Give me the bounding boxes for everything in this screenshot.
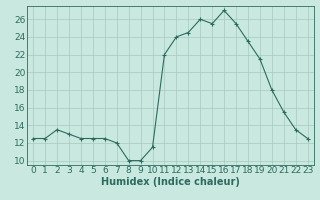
X-axis label: Humidex (Indice chaleur): Humidex (Indice chaleur) — [101, 177, 240, 187]
